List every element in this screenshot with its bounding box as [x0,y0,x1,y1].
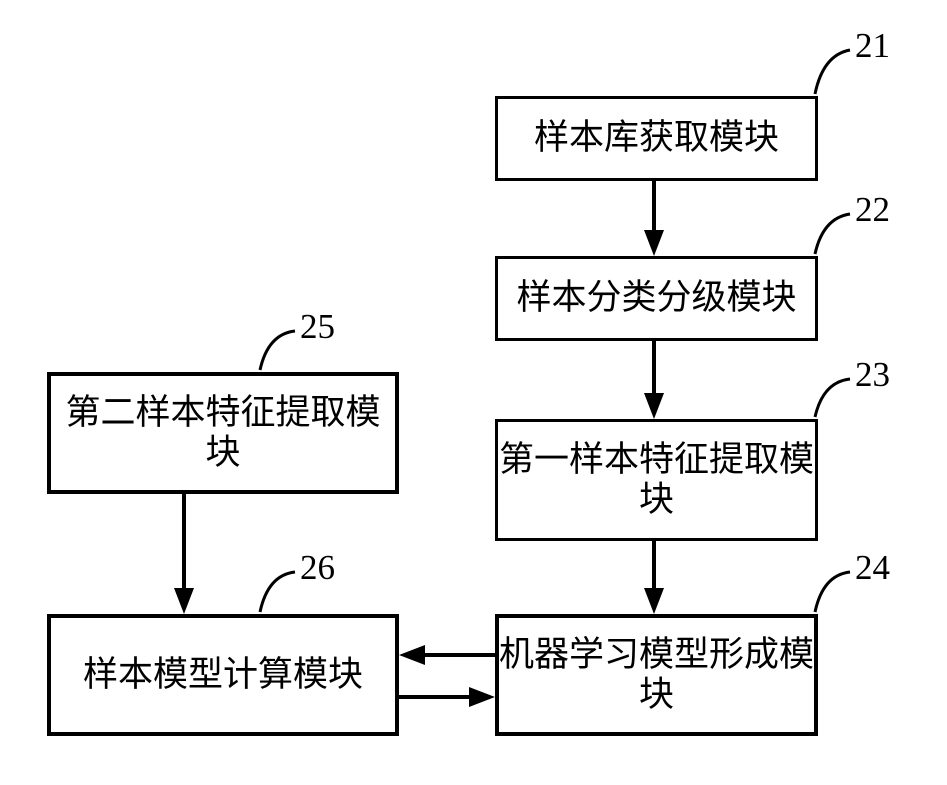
ref-label-21: 21 [855,26,890,66]
node-text: 第二样本特征提取模块 [51,393,395,474]
ref-label-24: 24 [855,548,890,588]
ref-label-25: 25 [300,307,335,347]
node-first-sample-feature-extract: 第一样本特征提取模块 [495,419,818,541]
node-ml-model-form: 机器学习模型形成模块 [495,614,818,736]
node-text: 第一样本特征提取模块 [498,440,815,521]
ref-label-23: 23 [855,355,890,395]
node-text: 样本模型计算模块 [83,655,363,695]
node-sample-model-compute: 样本模型计算模块 [47,614,399,736]
node-second-sample-feature-extract: 第二样本特征提取模块 [47,372,399,494]
node-text: 样本分类分级模块 [516,278,796,318]
node-text: 机器学习模型形成模块 [499,635,814,716]
ref-label-26: 26 [300,548,335,588]
node-sample-library-acquire: 样本库获取模块 [495,96,818,181]
diagram-canvas: 样本库获取模块 样本分类分级模块 第一样本特征提取模块 机器学习模型形成模块 第… [0,0,947,785]
node-text: 样本库获取模块 [534,118,779,158]
ref-label-22: 22 [855,190,890,230]
node-sample-classify-grade: 样本分类分级模块 [495,256,818,341]
